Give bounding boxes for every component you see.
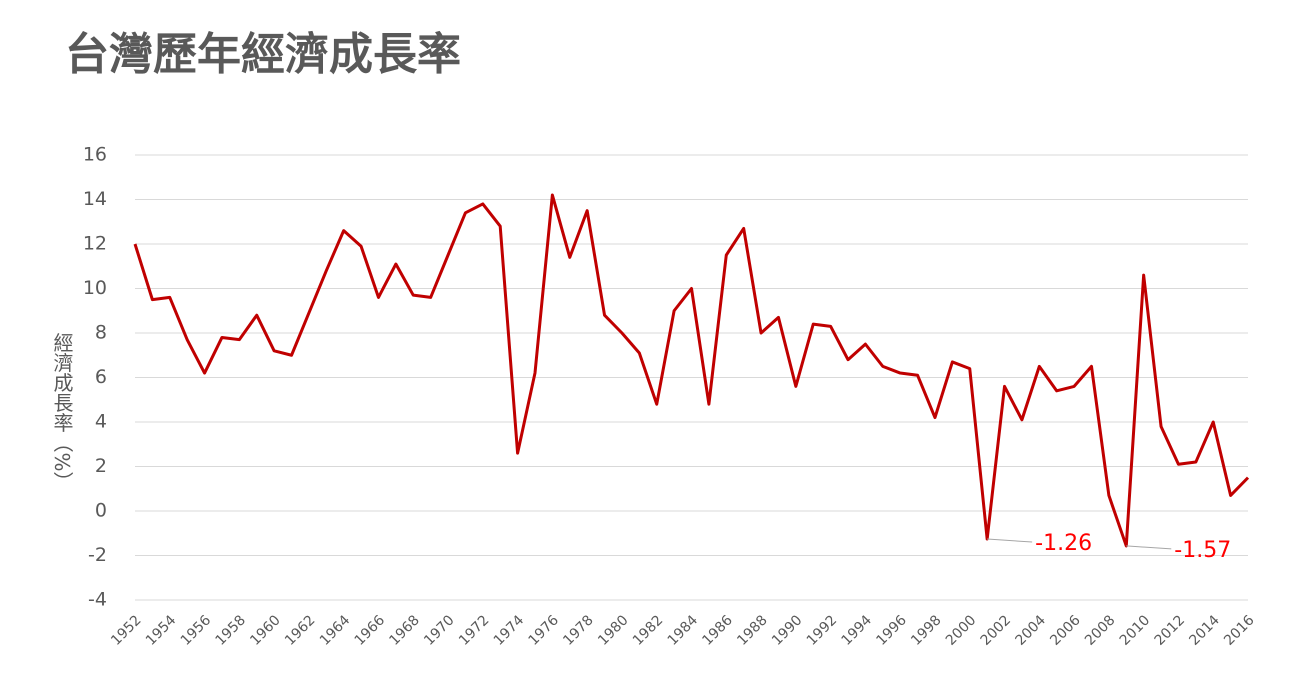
y-tick-label: -2 [88, 544, 107, 566]
x-tick-label: 1990 [769, 612, 806, 649]
x-tick-label: 1968 [386, 612, 423, 649]
y-tick-label: 4 [95, 411, 107, 433]
x-tick-label: 1994 [839, 612, 876, 649]
x-tick-label: 1974 [491, 612, 528, 649]
x-tick-label: 1992 [804, 612, 841, 649]
x-tick-label: 2002 [978, 612, 1015, 649]
data-label: -1.26 [1035, 531, 1092, 556]
x-tick-label: 1954 [143, 612, 180, 649]
x-tick-label: 1988 [734, 612, 771, 649]
x-tick-label: 2016 [1221, 612, 1258, 649]
x-tick-label: 1970 [421, 612, 458, 649]
x-tick-label: 1984 [665, 612, 702, 649]
x-tick-label: 1998 [908, 612, 945, 649]
y-tick-label: -4 [88, 589, 107, 611]
x-tick-label: 1962 [282, 612, 319, 649]
y-tick-label: 12 [83, 233, 107, 255]
x-tick-label: 1978 [560, 612, 597, 649]
x-tick-label: 2000 [943, 612, 980, 649]
line-series [133, 193, 1250, 548]
x-tick-label: 1966 [352, 612, 389, 649]
y-tick-label: 14 [83, 188, 107, 210]
y-tick-label: 2 [95, 455, 107, 477]
x-tick-label: 1964 [317, 612, 354, 649]
y-tick-label: 10 [83, 277, 107, 299]
x-tick-label: 1980 [595, 612, 632, 649]
y-tick-label: 6 [95, 366, 107, 388]
x-tick-label: 1972 [456, 612, 493, 649]
x-tick-label: 1996 [873, 612, 910, 649]
x-tick-label: 2012 [1152, 612, 1189, 649]
x-tick-label: 2006 [1047, 612, 1084, 649]
x-tick-label: 2010 [1117, 612, 1154, 649]
x-tick-label: 1976 [526, 612, 563, 649]
x-tick-label: 2008 [1082, 612, 1119, 649]
y-tick-label: 16 [83, 144, 107, 166]
x-tick-label: 2014 [1186, 612, 1223, 649]
y-axis-label: 經濟成長率（%） [50, 332, 74, 491]
x-tick-label: 1958 [212, 612, 249, 649]
label-leader [1126, 545, 1172, 550]
x-tick-label: 1952 [108, 612, 145, 649]
x-tick-label: 1986 [699, 612, 736, 649]
x-tick-label: 1956 [178, 612, 215, 649]
chart-title: 台灣歷年經濟成長率 [65, 29, 461, 80]
x-tick-label: 2004 [1012, 612, 1049, 649]
x-tick-label: 1982 [630, 612, 667, 649]
y-tick-label: 0 [95, 500, 107, 522]
data-label: -1.57 [1174, 538, 1231, 563]
y-tick-label: 8 [95, 322, 107, 344]
label-leader [987, 538, 1033, 543]
x-tick-label: 1960 [247, 612, 284, 649]
